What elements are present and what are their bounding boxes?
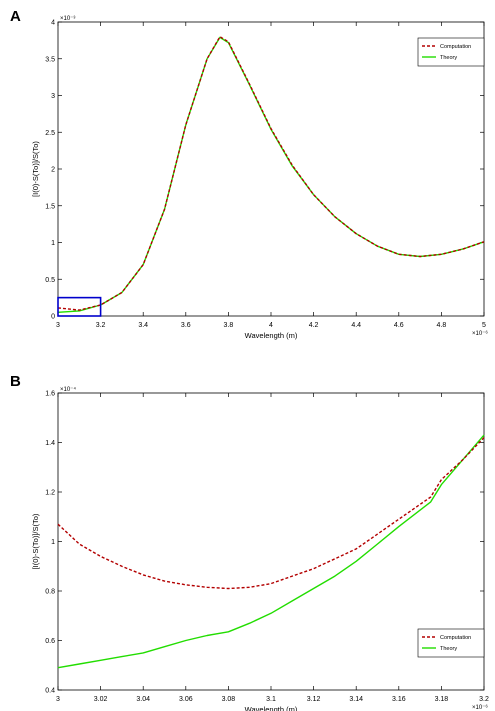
chart-b-ytick-label: 0.4 [45, 688, 55, 695]
chart-a-ytick-label: 0 [51, 314, 55, 321]
chart-a-xtick-label: 3.6 [181, 322, 191, 329]
chart-a-legend-label-theory: Theory [440, 55, 457, 61]
chart-a-ytick-label: 3.5 [45, 56, 55, 63]
chart-b-xtick-label: 3.02 [94, 696, 108, 703]
chart-b-xtick-label: 3.18 [435, 696, 449, 703]
chart-b-ytick-label: 1.6 [45, 391, 55, 398]
chart-a-xtick-label: 3.8 [224, 322, 234, 329]
chart-a-x-multiplier: ×10⁻⁶ [472, 330, 488, 337]
chart-a-xtick-label: 4.2 [309, 322, 319, 329]
chart-b-ytick-label: 1.2 [45, 490, 55, 497]
chart-a-xtick-label: 4.6 [394, 322, 404, 329]
chart-b-ytick-label: 0.8 [45, 589, 55, 596]
chart-b-legend-label-theory: Theory [440, 646, 457, 652]
chart-a-zoom-region-box [57, 296, 102, 317]
chart-b-ytick-label: 1.4 [45, 440, 55, 447]
panel-letter-a: A [10, 8, 21, 25]
chart-b-ytick-label: 0.6 [45, 638, 55, 645]
chart-b-xtick-label: 3 [56, 696, 60, 703]
chart-a-xtick-label: 3.4 [138, 322, 148, 329]
chart-a-ytick-label: 2 [51, 167, 55, 174]
chart-b-xtick-label: 3.16 [392, 696, 406, 703]
chart-b-xtick-label: 3.04 [136, 696, 150, 703]
chart-b-y-multiplier: ×10⁻⁴ [60, 386, 76, 393]
chart-a-xtick-label: 4.4 [351, 322, 361, 329]
chart-a-ytick-label: 4 [51, 20, 55, 27]
panel-letter-b: B [10, 373, 21, 390]
chart-a-xtick-label: 4 [269, 322, 273, 329]
chart-a-ytick-label: 0.5 [45, 277, 55, 284]
chart-b-xtick-label: 3.14 [349, 696, 363, 703]
chart-a-y-multiplier: ×10⁻³ [60, 16, 75, 22]
chart-b-xlabel: Wavelength (m) [245, 705, 298, 711]
chart-b-series-theory [57, 434, 485, 669]
chart-a-xlabel: Wavelength (m) [245, 331, 298, 340]
chart-a-ytick-label: 1.5 [45, 203, 55, 210]
chart-a-ytick-label: 2.5 [45, 130, 55, 137]
chart-b-xtick-label: 3.08 [222, 696, 236, 703]
chart-a-xtick-label: 4.8 [437, 322, 447, 329]
chart-a-xtick-label: 3 [56, 322, 60, 329]
chart-b-series-computation [57, 437, 485, 590]
chart-b-legend-label-computation: Computation [440, 635, 471, 641]
chart-a-ytick-label: 3 [51, 93, 55, 100]
chart-b-xtick-label: 3.1 [266, 696, 276, 703]
chart-b-ytick-label: 1 [51, 539, 55, 546]
chart-a-series-theory [57, 36, 485, 313]
chart-a-xtick-label: 5 [482, 322, 486, 329]
chart-b-legend-box [417, 628, 485, 658]
chart-a-xtick-label: 3.2 [96, 322, 106, 329]
chart-a-series-computation [57, 36, 485, 311]
chart-b-xtick-label: 3.12 [307, 696, 321, 703]
chart-a-legend-box [417, 37, 485, 67]
chart-a-ylabel: [I(0)-S(To)]/S(To) [31, 141, 40, 197]
chart-b-xtick-label: 3.2 [479, 696, 489, 703]
chart-b-ylabel: [I(0)-S(To)]/S(To) [31, 513, 40, 569]
chart-a-legend-label-computation: Computation [440, 44, 471, 50]
chart-b-x-multiplier: ×10⁻⁶ [472, 704, 488, 711]
chart-b-xtick-label: 3.06 [179, 696, 193, 703]
chart-a-ytick-label: 1 [51, 240, 55, 247]
